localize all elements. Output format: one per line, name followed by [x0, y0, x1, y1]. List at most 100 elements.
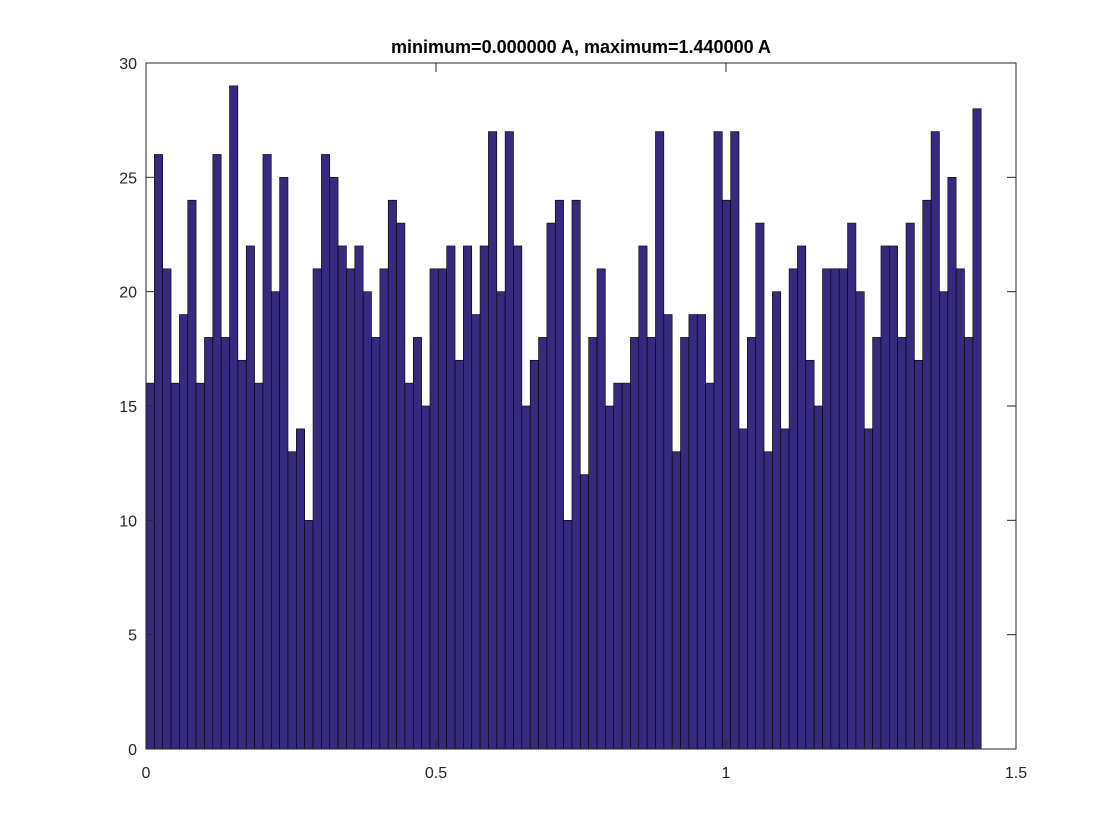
histogram-bar-71 — [738, 428, 748, 750]
histogram-bar-79 — [805, 359, 815, 750]
histogram-bar-19 — [304, 520, 314, 750]
histogram-bar-54 — [596, 268, 606, 750]
histogram-bar-40 — [479, 245, 489, 750]
histogram-bar-20 — [312, 268, 322, 750]
histogram-bar-4 — [179, 314, 189, 750]
histogram-bar-11 — [237, 359, 247, 750]
histogram-bar-42 — [496, 291, 506, 750]
histogram-bar-67 — [705, 382, 715, 750]
histogram-bar-45 — [521, 405, 531, 750]
ticks-group: 0 0.5 1 1.5 0 5 10 15 20 25 30 — [119, 56, 1027, 782]
histogram-bar-64 — [680, 337, 690, 750]
histogram-bar-0 — [145, 382, 155, 750]
histogram-bar-89 — [889, 245, 898, 750]
histogram-bar-28 — [379, 268, 389, 750]
histogram-bar-84 — [847, 222, 857, 750]
histogram-bar-95 — [939, 291, 949, 750]
histogram-bar-51 — [571, 199, 581, 750]
histogram-bar-31 — [404, 382, 414, 750]
histogram-bar-60 — [646, 337, 656, 750]
histogram-bar-16 — [279, 177, 289, 750]
x-tick-label: 0 — [142, 765, 151, 782]
histogram-bar-39 — [471, 314, 481, 750]
histogram-bar-96 — [947, 177, 957, 750]
histogram-bar-57 — [621, 382, 631, 750]
histogram-bar-18 — [296, 428, 305, 750]
histogram-bar-26 — [362, 291, 372, 750]
histogram-bar-56 — [613, 382, 623, 750]
y-tick-label: 25 — [119, 170, 137, 187]
histogram-bar-92 — [914, 359, 924, 750]
histogram-bar-13 — [254, 382, 264, 750]
histogram-bar-91 — [905, 222, 915, 750]
histogram-bar-47 — [538, 337, 548, 750]
histogram-bar-75 — [772, 291, 782, 750]
histogram-bar-17 — [287, 451, 297, 750]
histogram-bar-74 — [763, 451, 773, 750]
chart-title: minimum=0.000000 A, maximum=1.440000 A — [391, 37, 771, 57]
histogram-bar-48 — [546, 222, 556, 750]
histogram-bar-77 — [788, 268, 798, 750]
histogram-bar-83 — [838, 268, 848, 750]
histogram-bar-81 — [822, 268, 832, 750]
histogram-bar-53 — [588, 337, 598, 750]
histogram-bar-10 — [229, 85, 239, 750]
histogram-bar-55 — [605, 405, 615, 750]
y-tick-label: 0 — [128, 742, 137, 759]
histogram-bar-43 — [504, 131, 514, 750]
histogram-bar-63 — [671, 451, 681, 750]
histogram-bar-14 — [262, 154, 272, 750]
histogram-bar-34 — [429, 268, 439, 750]
histogram-bar-15 — [270, 291, 280, 750]
histogram-bar-85 — [855, 291, 865, 750]
histogram-bar-22 — [329, 177, 339, 750]
histogram-bar-99 — [972, 108, 982, 750]
histogram-bar-6 — [195, 382, 205, 750]
histogram-bar-25 — [354, 245, 364, 750]
histogram-bar-86 — [863, 428, 873, 750]
histogram-bar-8 — [212, 154, 222, 750]
x-tick-label: 0.5 — [425, 765, 447, 782]
x-tick-label: 1 — [722, 765, 731, 782]
histogram-bar-12 — [245, 245, 255, 750]
y-tick-label: 30 — [119, 56, 137, 73]
histogram-bar-1 — [154, 154, 164, 750]
y-tick-label: 10 — [119, 513, 137, 530]
histogram-bar-66 — [696, 314, 706, 750]
histogram-bar-90 — [897, 337, 907, 750]
histogram-bar-44 — [513, 245, 523, 750]
histogram-bar-5 — [187, 199, 197, 750]
histogram-bar-50 — [563, 520, 573, 750]
histogram-bar-32 — [412, 337, 422, 750]
histogram-bar-69 — [721, 199, 731, 750]
histogram-bar-23 — [337, 245, 347, 750]
histogram-bar-9 — [220, 337, 230, 750]
histogram-bar-70 — [730, 131, 740, 750]
histogram-bar-61 — [655, 131, 665, 750]
histogram-bar-97 — [955, 268, 965, 750]
histogram-bar-37 — [454, 359, 464, 750]
y-tick-label: 15 — [119, 399, 137, 416]
histogram-bar-7 — [204, 337, 214, 750]
histogram-bar-33 — [421, 405, 431, 750]
histogram-bar-80 — [813, 405, 823, 750]
histogram-bar-94 — [930, 131, 940, 750]
histogram-bar-93 — [922, 199, 932, 750]
histogram-bar-49 — [554, 199, 564, 750]
histogram-bar-98 — [964, 337, 974, 750]
histogram-bar-2 — [162, 268, 172, 750]
histogram-bar-46 — [529, 359, 539, 750]
histogram-bar-29 — [387, 199, 397, 750]
histogram-bar-82 — [830, 268, 840, 750]
histogram-bar-59 — [638, 245, 648, 750]
histogram-bar-36 — [446, 245, 456, 750]
x-tick-label: 1.5 — [1005, 765, 1027, 782]
histogram-bar-38 — [463, 245, 473, 750]
histogram-bar-35 — [438, 268, 447, 750]
histogram-bar-30 — [396, 222, 406, 750]
y-tick-label: 20 — [119, 285, 137, 302]
histogram-bar-21 — [321, 154, 331, 750]
histogram-bar-78 — [797, 245, 807, 750]
histogram-bar-58 — [630, 337, 640, 750]
histogram-bar-41 — [488, 131, 498, 750]
